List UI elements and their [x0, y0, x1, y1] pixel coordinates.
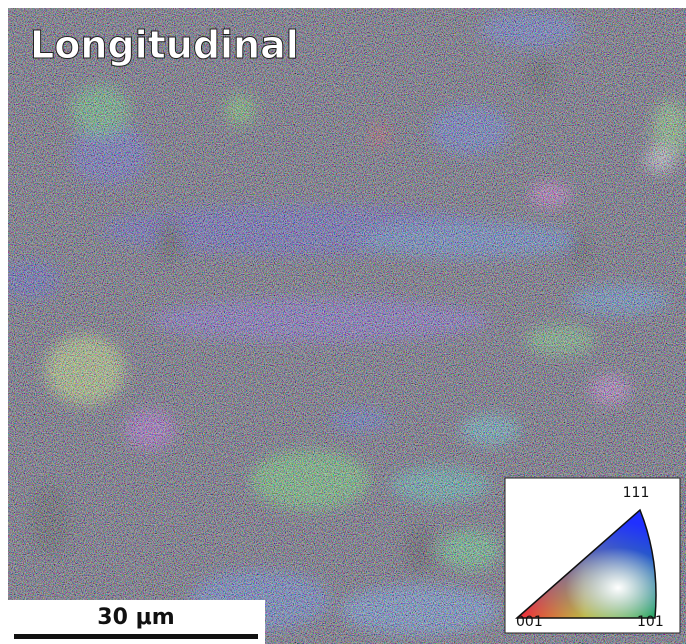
- legend-label-001: 001: [516, 614, 543, 630]
- scale-bar: 30 μm: [8, 600, 265, 644]
- ebsd-map: Longitudinal 30 μm 111 001 101: [0, 0, 686, 644]
- ipf-legend: 111 001 101: [505, 478, 680, 633]
- scale-bar-label: 30 μm: [97, 605, 174, 630]
- scale-bar-line: [14, 634, 258, 639]
- image-title: Longitudinal: [30, 23, 299, 67]
- legend-label-111: 111: [623, 485, 650, 501]
- legend-label-101: 101: [637, 614, 664, 630]
